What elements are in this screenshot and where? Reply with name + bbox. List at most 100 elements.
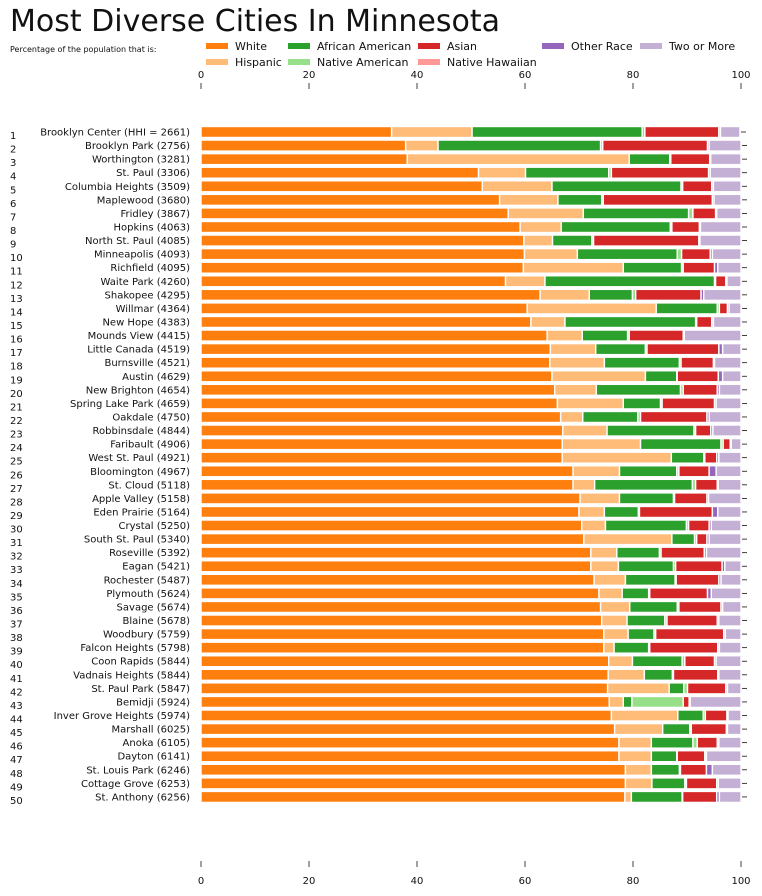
bar-segment-african-american	[639, 437, 722, 451]
row-rank: 40	[10, 660, 23, 671]
row-rank: 3	[10, 158, 16, 169]
bar-segment-white	[200, 641, 605, 654]
bar-segment-two-or-more	[720, 573, 742, 587]
bar-segment-african-american	[628, 152, 671, 166]
bar-segment-two-or-more	[728, 302, 742, 315]
bar-row	[200, 180, 747, 193]
x-tick-label-top: 20	[303, 70, 316, 81]
bar-segment-white	[200, 125, 393, 139]
bar-segment-white	[200, 790, 626, 804]
legend-label-native-american: Native American	[317, 56, 408, 69]
bar-segment-african-american	[581, 329, 629, 342]
bar-row	[200, 750, 747, 763]
row-rank: 18	[10, 362, 23, 373]
row-label: Dayton (6141)	[117, 752, 190, 763]
bar-row	[200, 125, 746, 139]
bar-segment-two-or-more	[709, 166, 742, 179]
bar-segment-asian	[666, 614, 718, 627]
bar-row	[200, 573, 747, 587]
bar-segment-two-or-more	[712, 315, 742, 329]
bar-segment-asian	[646, 342, 720, 356]
bar-segment-hispanic	[599, 600, 631, 614]
row-rank: 19	[10, 375, 23, 386]
x-tick-label-bottom: 40	[411, 876, 424, 887]
bar-segment-asian	[638, 505, 714, 519]
row-rank: 42	[10, 687, 23, 698]
bar-segment-african-american	[650, 736, 694, 749]
bar-segment-white	[200, 234, 525, 247]
bar-segment-hispanic	[581, 519, 607, 532]
bar-segment-african-american	[627, 627, 655, 641]
bar-row	[200, 627, 747, 641]
bar-segment-hispanic	[390, 125, 473, 139]
bar-segment-asian	[639, 410, 708, 424]
bar-segment-african-american	[618, 492, 675, 505]
row-label: Brooklyn Park (2756)	[85, 141, 190, 152]
bar-segment-african-american	[576, 247, 678, 261]
row-rank: 15	[10, 321, 23, 332]
bar-segment-asian	[704, 451, 718, 464]
bar-segment-asian	[649, 641, 719, 654]
bar-segment-white	[200, 668, 609, 681]
row-rank: 36	[10, 606, 23, 617]
bar-segment-african-american	[629, 600, 678, 614]
row-label: Bemidji (5924)	[116, 697, 190, 708]
bar-segment-hispanic	[598, 587, 623, 600]
x-tick-label-top: 40	[411, 70, 424, 81]
row-rank: 33	[10, 565, 23, 576]
bar-segment-asian	[654, 627, 725, 641]
legend-label-african-american: African American	[317, 40, 411, 53]
bar-segment-african-american	[593, 478, 694, 492]
bar-segment-two-or-more	[721, 600, 742, 614]
bar-segment-white	[200, 261, 525, 274]
bar-segment-african-american	[650, 750, 678, 763]
bar-segment-hispanic	[523, 234, 554, 247]
bar-segment-white	[200, 614, 603, 627]
row-rank: 13	[10, 294, 23, 305]
bars	[200, 125, 747, 804]
bar-segment-two-or-more	[717, 478, 742, 492]
row-rank: 9	[10, 240, 16, 251]
bar-segment-asian	[681, 180, 713, 193]
legend-label-two-or-more: Two or More	[668, 40, 735, 53]
bar-segment-hispanic	[406, 152, 630, 166]
row-label: Burnsville (4521)	[104, 358, 190, 369]
bar-segment-two-or-more	[726, 682, 742, 695]
bar-segment-white	[200, 682, 609, 695]
bar-segment-hispanic	[613, 722, 664, 736]
bar-segment-two-or-more	[715, 397, 742, 410]
bar-segment-african-american	[622, 397, 662, 410]
row-rank: 30	[10, 525, 23, 536]
bar-segment-hispanic	[608, 655, 634, 668]
bar-segment-white	[200, 777, 627, 790]
bar-segment-hispanic	[618, 736, 653, 749]
row-rank: 24	[10, 443, 23, 454]
bar-segment-hispanic	[504, 275, 546, 288]
legend-label-asian: Asian	[447, 40, 477, 53]
bar-segment-asian	[682, 695, 690, 709]
bar-segment-two-or-more	[715, 465, 742, 478]
row-label: Brooklyn Center (HHI = 2661)	[40, 128, 190, 139]
bar-segment-hispanic	[554, 383, 597, 397]
bar-row	[200, 600, 747, 614]
row-label: Savage (5674)	[117, 602, 191, 613]
row-label: Apple Valley (5158)	[92, 494, 190, 505]
bar-row	[200, 763, 747, 776]
bar-row	[200, 736, 747, 749]
bar-segment-african-american	[564, 315, 697, 329]
bar-segment-two-or-more	[718, 614, 742, 627]
bar-segment-asian	[696, 532, 708, 546]
bar-segment-african-american	[668, 682, 685, 695]
bar-segment-two-or-more	[717, 261, 742, 274]
row-label: Spring Lake Park (4659)	[70, 399, 190, 410]
bar-segment-hispanic	[549, 356, 606, 369]
row-label: St. Cloud (5118)	[108, 480, 190, 491]
row-label: Waite Park (4260)	[101, 277, 191, 288]
bar-segment-asian	[718, 302, 729, 315]
row-rank: 32	[10, 552, 23, 563]
bar-segment-african-american	[643, 668, 674, 681]
chart-subtitle: Percentage of the population that is:	[10, 45, 157, 54]
bar-segment-asian	[686, 682, 727, 695]
bar-segment-african-american	[582, 410, 639, 424]
bar-row	[200, 641, 747, 654]
